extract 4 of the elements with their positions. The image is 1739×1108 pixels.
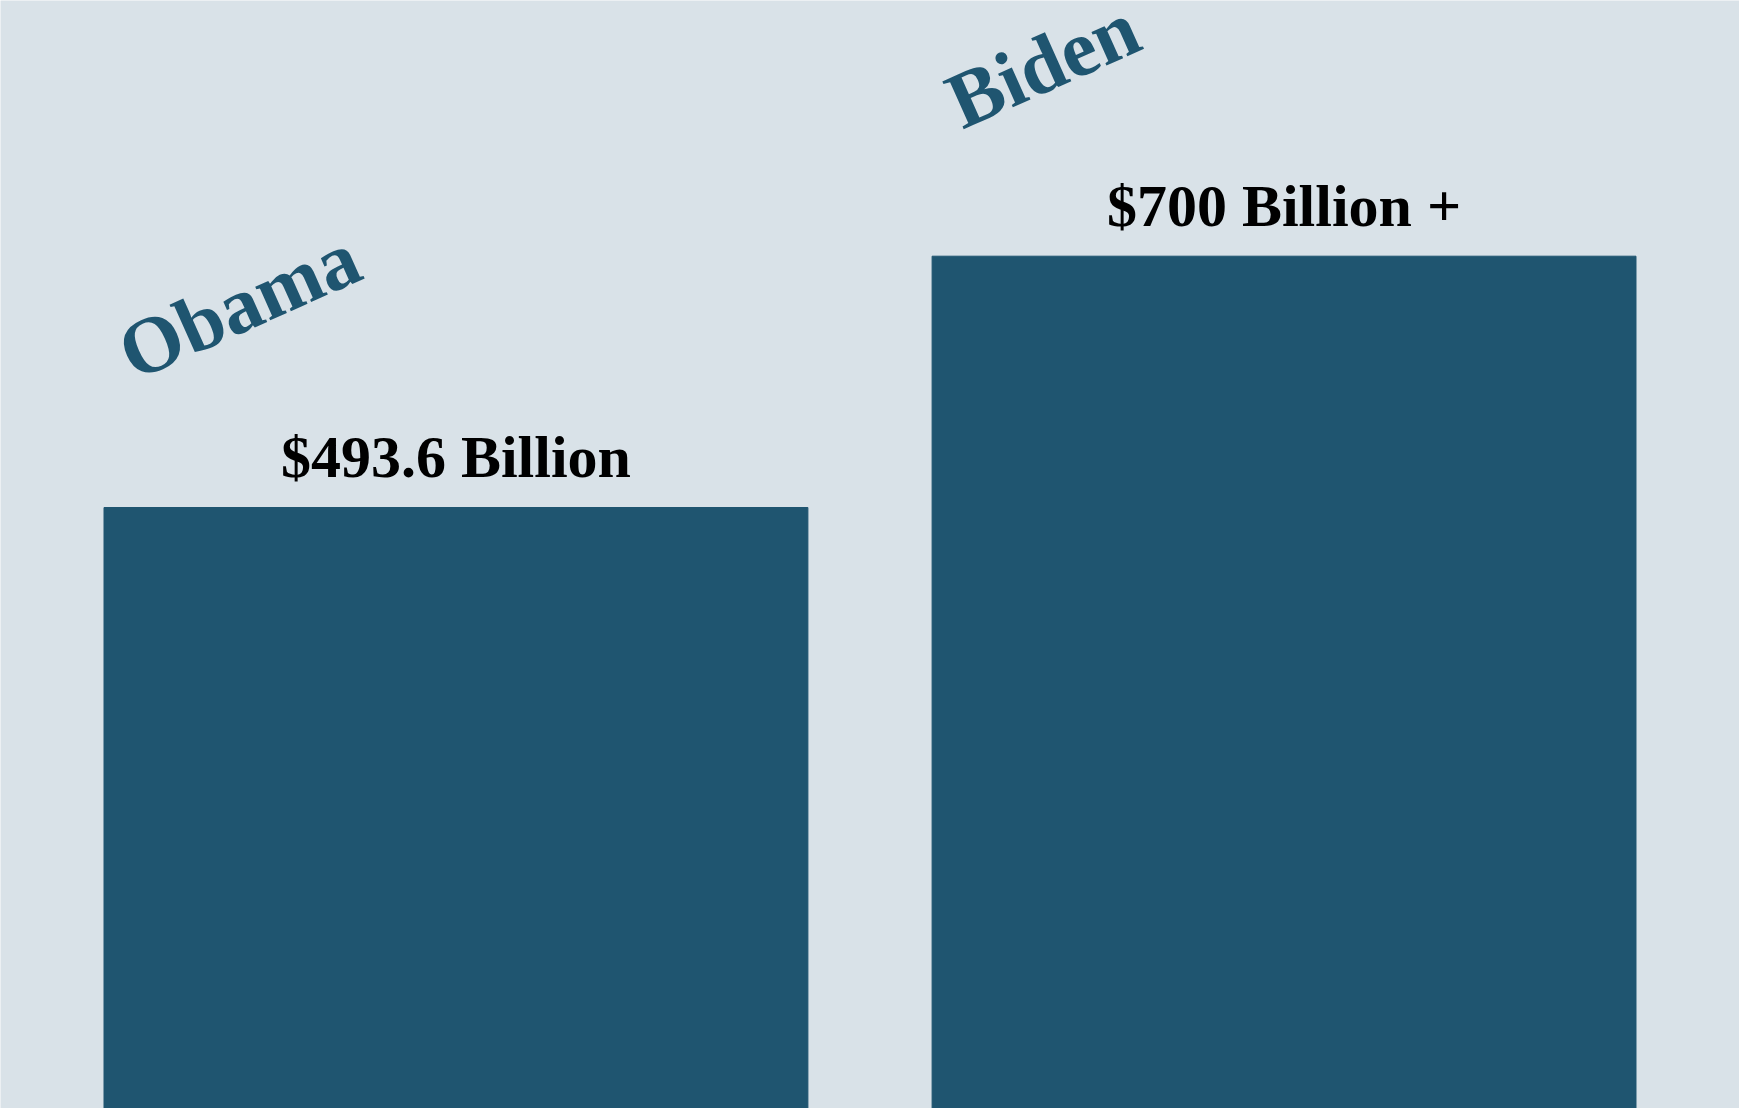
x-tick-label: Biden xyxy=(933,0,1153,146)
data-label: $493.6 Billion xyxy=(280,424,631,491)
x-tick-label: Obama xyxy=(105,213,373,397)
data-label: $700 Billion + xyxy=(1106,173,1462,240)
